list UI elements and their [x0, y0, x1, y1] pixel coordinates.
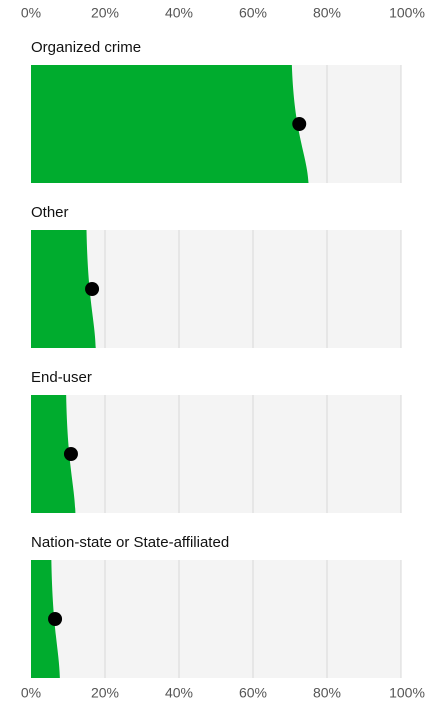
distribution-area [31, 560, 60, 678]
x-tick-label: 60% [239, 5, 267, 21]
x-tick-label: 80% [313, 685, 341, 701]
median-dot [48, 612, 63, 626]
median-dot [85, 282, 100, 296]
category-label: Other [31, 204, 69, 221]
category-label: End-user [31, 369, 92, 386]
x-tick-label: 20% [91, 5, 119, 21]
x-tick-label: 80% [313, 5, 341, 21]
category-label: Organized crime [31, 39, 141, 56]
x-tick-label: 40% [165, 5, 193, 21]
x-tick-label: 0% [21, 5, 41, 21]
median-dot [292, 117, 307, 131]
panel-background [31, 395, 401, 513]
x-tick-label: 40% [165, 685, 193, 701]
panel-background [31, 560, 401, 678]
median-dot [63, 447, 78, 461]
x-tick-label: 20% [91, 685, 119, 701]
distribution-area [31, 230, 96, 348]
x-tick-label: 100% [389, 5, 425, 21]
distribution-area [31, 395, 76, 513]
category-label: Nation-state or State-affiliated [31, 534, 229, 551]
x-tick-label: 60% [239, 685, 267, 701]
x-tick-label: 0% [21, 685, 41, 701]
x-tick-label: 100% [389, 685, 425, 701]
distribution-area [31, 65, 309, 183]
